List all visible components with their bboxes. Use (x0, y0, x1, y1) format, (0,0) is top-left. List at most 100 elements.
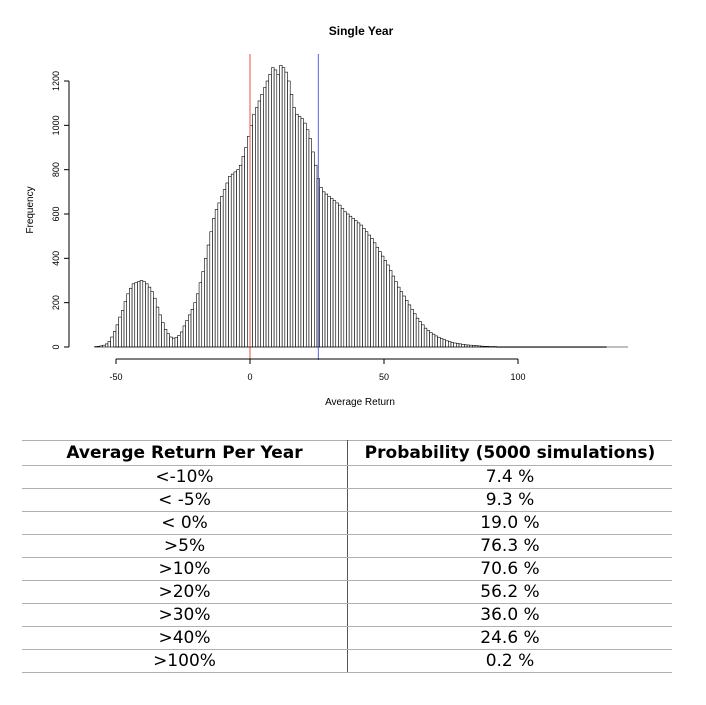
histogram-bar (410, 309, 414, 348)
histogram-bar (402, 295, 406, 348)
return-threshold-cell: >10% (22, 557, 348, 581)
histogram-bar (450, 342, 454, 348)
histogram-bar (169, 336, 173, 348)
histogram-bar (322, 191, 326, 348)
probability-cell: 76.3 % (347, 534, 672, 558)
histogram-bar (346, 213, 350, 348)
histogram-bar (236, 169, 240, 348)
histogram-bar (260, 94, 264, 348)
x-axis: -50 0 50 100 (109, 346, 628, 382)
x-tick-label: 50 (379, 372, 389, 382)
histogram-bar (434, 335, 438, 348)
return-threshold-cell: < 0% (22, 511, 348, 535)
histogram-bar (429, 332, 433, 348)
histogram-bar (206, 244, 211, 348)
histogram-bar (445, 340, 449, 348)
histogram-bar (314, 164, 318, 348)
histogram-bar (209, 231, 213, 348)
histogram-bar (158, 314, 162, 348)
histogram-bar (99, 345, 103, 348)
x-axis-label: Average Return (325, 397, 395, 408)
histogram-bar (190, 309, 195, 348)
histogram-bar (442, 339, 446, 348)
histogram-bar (163, 328, 168, 348)
histogram-bar (204, 258, 208, 348)
histogram-bar (139, 280, 144, 348)
histogram-bar (142, 281, 146, 348)
histogram-bar (220, 195, 224, 348)
histogram-bar (201, 271, 205, 348)
histogram-bar (426, 330, 430, 348)
histogram-bar (104, 343, 109, 348)
histogram-bar (155, 306, 160, 348)
histogram-bar (225, 182, 229, 348)
histogram-bar (332, 200, 337, 348)
histogram-bar (305, 129, 310, 348)
histogram-bar (188, 314, 192, 348)
x-tick-label: 0 (247, 372, 252, 382)
histogram-bar (405, 300, 409, 348)
histogram-bar (297, 116, 302, 348)
histogram-bar (252, 113, 256, 348)
histogram-bar (319, 187, 323, 348)
return-threshold-cell: >5% (22, 534, 348, 558)
histogram-bar (102, 344, 106, 348)
return-threshold-cell: <-10% (22, 465, 348, 489)
histogram-bar (113, 331, 117, 348)
column-header-probability: Probability (5000 simulations) (347, 440, 672, 466)
histogram-chart: Single Year Frequency Average Return 0 20… (25, 24, 628, 408)
table-row: >30% 36.0 % (22, 603, 672, 627)
histogram-bar (343, 211, 347, 348)
y-tick-label: 200 (51, 295, 61, 310)
y-tick-label: 0 (51, 344, 61, 349)
probability-cell: 24.6 % (347, 626, 672, 650)
histogram-bar (212, 218, 216, 348)
probability-cell: 70.6 % (347, 557, 672, 581)
histogram-bar (303, 122, 307, 348)
histogram-bar (397, 286, 401, 348)
x-tick-label: 100 (510, 372, 525, 382)
histogram-bar (324, 193, 329, 348)
probability-cell: 19.0 % (347, 511, 672, 535)
histogram-bar (94, 346, 98, 348)
histogram-bar (244, 147, 248, 348)
histogram-bar (423, 327, 428, 348)
histogram-bar (421, 324, 425, 348)
return-threshold-cell: < -5% (22, 488, 348, 512)
histogram-bar (458, 343, 463, 348)
return-threshold-cell: >30% (22, 603, 348, 627)
histogram-bars (94, 65, 607, 348)
histogram-bar (129, 287, 133, 348)
histogram-bar (381, 255, 385, 348)
histogram-bar (375, 246, 379, 348)
histogram-bar (464, 344, 468, 348)
histogram-bar (378, 251, 382, 348)
table-row: < -5% 9.3 % (22, 488, 672, 512)
histogram-bar (359, 224, 363, 348)
histogram-bar (456, 343, 460, 348)
return-threshold-cell: >20% (22, 580, 348, 604)
histogram-bar (153, 297, 157, 348)
histogram-bar (276, 74, 280, 348)
histogram-bar (279, 65, 283, 348)
histogram-bar (273, 69, 278, 348)
y-axis: 0 200 400 600 800 1000 1200 (51, 71, 70, 350)
probability-table: Average Return Per Year Probability (500… (22, 440, 672, 673)
histogram-bar (118, 316, 122, 348)
table-row: >5% 76.3 % (22, 534, 672, 558)
table-row: >10% 70.6 % (22, 557, 672, 581)
histogram-bar (230, 173, 235, 348)
histogram-bar (287, 80, 291, 348)
histogram-bar (134, 282, 138, 348)
histogram-bar (241, 156, 245, 348)
histogram-bar (389, 270, 393, 348)
probability-cell: 9.3 % (347, 488, 672, 512)
reference-lines (249, 54, 319, 360)
histogram-bar (196, 293, 200, 348)
histogram-bar (335, 202, 339, 348)
histogram-bar (228, 176, 232, 348)
histogram-bar (338, 204, 342, 348)
histogram-bar (171, 337, 176, 348)
table-row: <-10% 7.4 % (22, 465, 672, 489)
histogram-bar (150, 291, 154, 348)
